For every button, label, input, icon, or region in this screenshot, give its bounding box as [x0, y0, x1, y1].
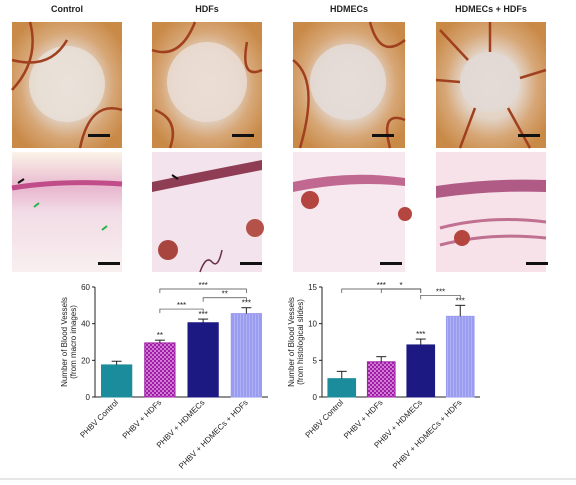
y-tick-label: 0 [86, 393, 91, 402]
x-tick-label: PHBV + HDFs [342, 398, 385, 441]
bar [406, 344, 436, 398]
histology-photo [293, 152, 412, 272]
y-axis-label: (from macro images) [69, 305, 78, 379]
y-tick-label: 0 [313, 393, 318, 402]
significance-label: *** [177, 301, 186, 310]
bar [327, 378, 357, 398]
y-axis-label: (from histological slides) [296, 299, 305, 385]
panel-title: HDFs [195, 4, 219, 14]
significance-bracket [341, 288, 422, 293]
significance-bracket [159, 308, 204, 314]
x-tick-label: PHBV + HDMECs + HDFs [391, 398, 464, 471]
y-tick-label: 20 [81, 356, 90, 365]
bar [445, 315, 475, 398]
significance-bracket [159, 288, 247, 293]
x-tick-label: PHBV Control [78, 398, 120, 440]
bar [144, 342, 176, 398]
significance-label: * [399, 281, 402, 290]
significance-bracket [202, 297, 247, 302]
significance-label: *** [198, 310, 207, 319]
significance-label: *** [456, 296, 465, 305]
significance-label: ** [157, 331, 163, 340]
histology-photo [11, 152, 123, 272]
significance-label: *** [242, 299, 251, 308]
photo-panels [11, 21, 548, 273]
panel-title: HDMECs + HDFs [455, 4, 527, 14]
significance-label: *** [377, 281, 386, 290]
significance-label: *** [436, 287, 445, 296]
macro-photo [11, 21, 123, 149]
y-axis-label: Number of Blood Vessels [287, 297, 296, 387]
macro-photo [292, 21, 406, 149]
bar [230, 313, 263, 398]
y-tick-label: 15 [308, 283, 317, 292]
significance-bracket [420, 294, 461, 300]
y-tick-label: 10 [308, 320, 317, 329]
histology-photo [436, 152, 548, 272]
significance-label: *** [416, 330, 425, 339]
bar [100, 364, 133, 398]
y-axis-label: Number of Blood Vessels [60, 297, 69, 387]
panel-title: HDMECs [330, 4, 368, 14]
y-tick-label: 40 [81, 320, 90, 329]
significance-label: *** [198, 281, 207, 290]
significance-label: ** [222, 290, 228, 299]
y-tick-label: 60 [81, 283, 90, 292]
y-tick-label: 5 [313, 356, 318, 365]
macro-photo [435, 22, 547, 149]
x-tick-label: PHBV Control [304, 398, 346, 440]
bar [187, 322, 219, 398]
panel-title: Control [51, 4, 83, 14]
macro-photo [151, 21, 263, 149]
bar [366, 361, 396, 398]
x-tick-label: PHBV + HDFs [121, 398, 164, 441]
histology-photo [152, 152, 264, 273]
